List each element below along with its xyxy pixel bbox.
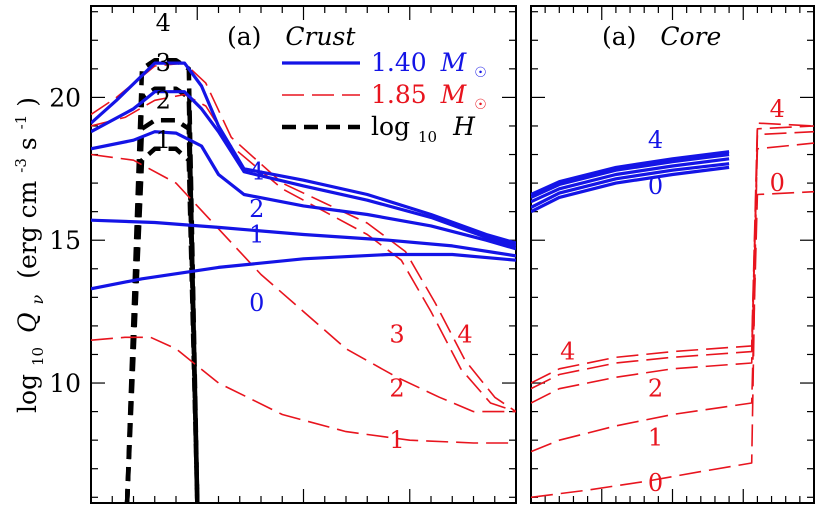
core-curve-blue-2: [531, 157, 730, 204]
legend-label-logH: log 10 H: [371, 112, 476, 148]
y-axis-label: log 10 Q ν (erg cm -3 s -1 ): [3, 97, 49, 413]
ylab-units: (erg cm: [13, 180, 42, 278]
crust-ytick-labels: 10 15 20: [49, 83, 81, 398]
core-curve-red-3: [531, 130, 814, 390]
crust-curve-red-1: [91, 336, 516, 444]
crust-curve-label-blue-1: 1: [249, 221, 264, 249]
core-title-prefix: (a): [602, 22, 636, 51]
core-curve-label-red-2: 2: [648, 375, 663, 403]
ylab-q: Q: [13, 312, 42, 333]
ylab-sub: 10: [29, 347, 47, 366]
crust-curve-blue-2: [91, 130, 516, 251]
legend-label-logH-sub: 10: [418, 128, 437, 146]
ylab-exp2: -1: [12, 115, 30, 130]
core-title: (a) Core: [602, 22, 721, 51]
core-curve-red-1: [531, 190, 814, 453]
crust-curve-blue-1: [91, 218, 516, 258]
core-curve-blue-0: [531, 165, 730, 214]
legend-label-185-unit: M: [440, 80, 468, 109]
legend-label-logH-unit: H: [452, 112, 476, 141]
legend-label-185: 1.85 M ☉: [371, 80, 487, 113]
crust-curve-blue-0: [91, 252, 516, 291]
crust-title: (a) Crust: [227, 22, 356, 51]
core-curves: [531, 122, 814, 499]
sun-symbol-185: ☉: [474, 97, 487, 113]
crust-curves: [91, 58, 516, 503]
crust-curve-blue-3: [91, 90, 516, 248]
crust-curve-black-2: [124, 118, 200, 503]
core-curve-label-red-0: 0: [648, 469, 663, 497]
legend-label-140-num: 1.40: [371, 48, 427, 77]
ylab-mid: s: [13, 137, 42, 150]
core-curve-label-red-4: 4: [770, 95, 785, 123]
ylab-nu: ν: [28, 295, 47, 305]
core-curve-label-blue-4: 4: [648, 126, 663, 154]
core-curve-blue-3: [531, 152, 730, 199]
crust-curve-label-black-3: 3: [156, 49, 171, 77]
ylab-log: log: [13, 374, 42, 413]
crust-curve-label-red-4: 4: [457, 320, 472, 348]
core-curve-blue-1: [531, 162, 730, 209]
core-title-name: Core: [660, 22, 721, 51]
crust-curve-blue-4: [91, 61, 516, 245]
legend-label-185-num: 1.85: [371, 80, 427, 109]
core-curve-label-red-1: 1: [648, 423, 663, 451]
crust-curve-label-red-2: 2: [389, 375, 404, 403]
legend-label-140: 1.40 M ☉: [371, 48, 487, 81]
core-ticks: [531, 6, 814, 503]
y-tick-label-10: 10: [49, 369, 81, 398]
legend-label-140-unit: M: [440, 48, 468, 77]
crust-curve-label-blue-0: 0: [249, 289, 264, 317]
crust-curve-label-blue-2: 2: [249, 195, 264, 223]
crust-title-prefix: (a): [227, 22, 261, 51]
crust-curve-label-black-2: 2: [156, 86, 171, 114]
core-curve-blue-4: [531, 150, 730, 196]
core-frame: [530, 5, 815, 504]
crust-curve-red-2: [91, 153, 516, 413]
core-curve-label-red-4: 4: [560, 338, 575, 366]
core-curve-label-red-0: 0: [770, 169, 785, 197]
legend: 1.40 M ☉ 1.85 M ☉ log 10 H: [282, 48, 487, 148]
crust-curve-label-blue-4: 4: [249, 158, 264, 186]
ylab-exp1: -3: [12, 158, 30, 173]
crust-curve-label-red-1: 1: [389, 426, 404, 454]
core-panel: 4 0 4 2 1 0 4 0 (a) Core: [530, 5, 815, 504]
crust-curve-red-4: [91, 62, 516, 413]
y-tick-label-15: 15: [49, 226, 81, 255]
crust-curve-black-1: [124, 146, 200, 503]
core-curve-red-0: [531, 125, 814, 499]
legend-label-logH-log: log: [371, 112, 410, 141]
crust-title-name: Crust: [285, 22, 356, 51]
ylab-close: ): [13, 97, 42, 107]
sun-symbol-140: ☉: [474, 65, 487, 81]
crust-curve-label-black-4: 4: [156, 9, 171, 37]
y-tick-label-20: 20: [49, 83, 81, 112]
core-annotations: 4 0 4 2 1 0 4 0: [560, 95, 785, 497]
crust-curve-label-red-3: 3: [389, 320, 404, 348]
crust-curve-red-3: [91, 93, 516, 413]
crust-curve-label-black-1: 1: [156, 126, 171, 154]
core-curve-red-4: [531, 122, 814, 384]
core-curve-label-blue-0: 0: [648, 172, 663, 200]
